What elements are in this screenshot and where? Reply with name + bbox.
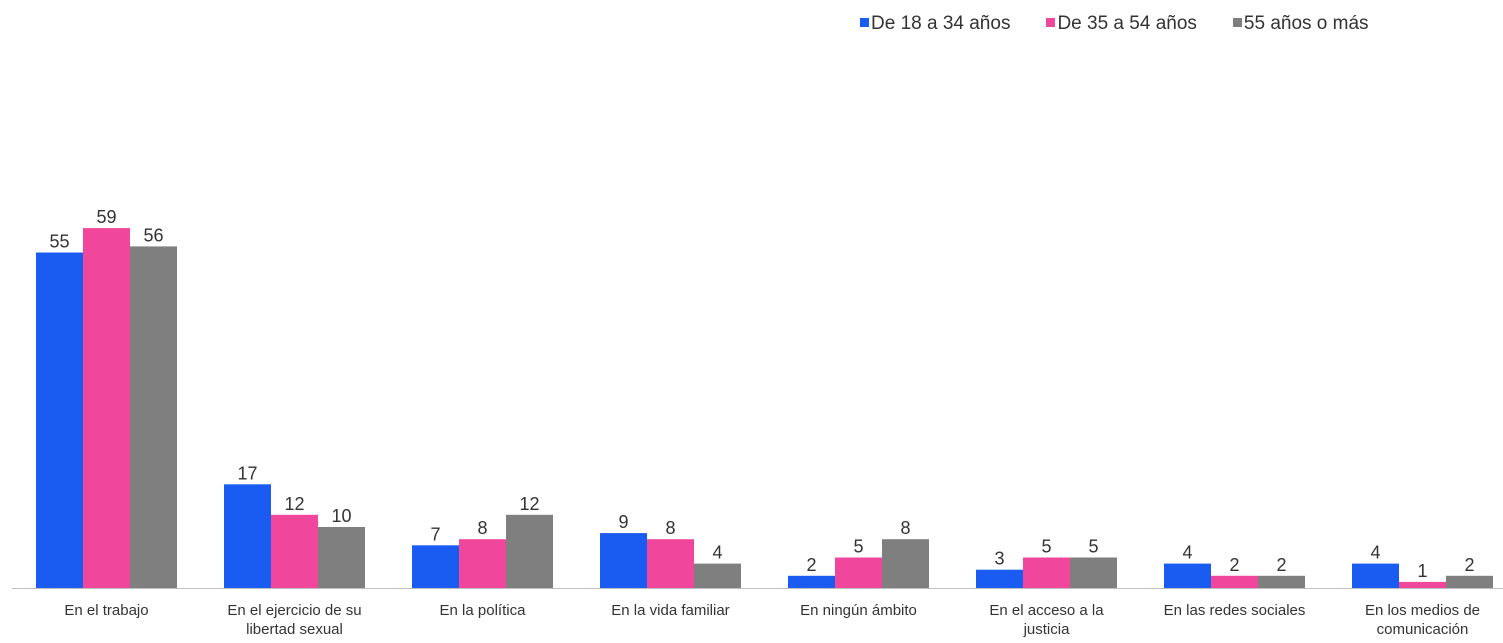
bar-4-series-3 — [694, 563, 741, 588]
bar-7-series-3 — [1258, 575, 1305, 588]
bar-7-series-2 — [1211, 575, 1258, 588]
data-label-1-series-2: 59 — [96, 207, 116, 227]
data-label-3-series-2: 8 — [477, 518, 487, 538]
bar-5-series-2 — [835, 557, 882, 588]
category-label-2-line-1: En el ejercicio de su — [227, 602, 361, 619]
bar-5-series-1 — [788, 575, 835, 588]
data-label-5-series-3: 8 — [900, 518, 910, 538]
bar-2-series-1 — [224, 484, 271, 588]
data-label-3-series-1: 7 — [430, 524, 440, 544]
legend-item-series-1: De 18 a 34 años — [860, 13, 1010, 34]
category-label-2-line-2: libertad sexual — [246, 621, 343, 638]
bar-1-series-3 — [130, 246, 177, 588]
chart-legend: De 18 a 34 años De 35 a 54 años 55 años o … — [860, 10, 1500, 38]
bar-7-series-1 — [1164, 563, 1211, 588]
data-label-3-series-3: 12 — [519, 494, 539, 514]
legend-swatch-series-2 — [1046, 18, 1056, 27]
bar-6-series-1 — [976, 569, 1023, 588]
bar-6-series-3 — [1070, 557, 1117, 588]
data-label-4-series-1: 9 — [618, 512, 628, 532]
category-label-6-line-1: En el acceso a la — [989, 602, 1104, 619]
data-label-2-series-1: 17 — [237, 463, 257, 483]
bar-3-series-3 — [506, 514, 553, 588]
legend-item-series-2: De 35 a 54 años — [1046, 13, 1197, 34]
legend-swatch-series-1 — [860, 18, 869, 27]
bar-8-series-2 — [1399, 581, 1446, 588]
category-label-8-line-2: comunicación — [1377, 621, 1469, 638]
data-label-1-series-1: 55 — [49, 232, 69, 252]
data-label-2-series-2: 12 — [284, 494, 304, 514]
category-label-8-line-1: En los medios de — [1365, 602, 1480, 619]
category-label-6-line-2: justicia — [1023, 621, 1071, 638]
category-label-1: En el trabajo — [64, 602, 148, 619]
data-label-7-series-2: 2 — [1229, 555, 1239, 575]
data-label-6-series-2: 5 — [1041, 537, 1051, 557]
data-label-7-series-1: 4 — [1182, 543, 1192, 563]
category-label-4: En la vida familiar — [611, 602, 729, 619]
data-label-5-series-1: 2 — [806, 555, 816, 575]
bar-6-series-2 — [1023, 557, 1070, 588]
legend-label-series-2: De 35 a 54 años — [1057, 13, 1197, 34]
legend-swatch-series-3 — [1232, 18, 1242, 27]
category-label-5: En ningún ámbito — [800, 602, 917, 619]
category-label-7: En las redes sociales — [1164, 602, 1306, 619]
bar-3-series-2 — [459, 539, 506, 588]
data-label-7-series-3: 2 — [1276, 555, 1286, 575]
bar-4-series-2 — [647, 539, 694, 588]
bar-1-series-2 — [83, 228, 130, 588]
legend-label-series-1: De 18 a 34 años — [871, 13, 1011, 34]
data-label-8-series-1: 4 — [1370, 543, 1380, 563]
data-label-8-series-3: 2 — [1464, 555, 1474, 575]
data-label-6-series-3: 5 — [1088, 537, 1098, 557]
bar-8-series-3 — [1446, 575, 1493, 588]
bar-3-series-1 — [412, 545, 459, 588]
data-label-8-series-2: 1 — [1417, 561, 1427, 581]
bar-5-series-3 — [882, 539, 929, 588]
category-label-3: En la política — [440, 602, 527, 619]
bar-2-series-3 — [318, 527, 365, 588]
legend-item-series-3: 55 años o más — [1232, 13, 1369, 34]
bar-8-series-1 — [1352, 563, 1399, 588]
data-label-2-series-3: 10 — [331, 506, 351, 526]
bar-4-series-1 — [600, 533, 647, 588]
data-label-1-series-3: 56 — [143, 225, 163, 245]
bar-1-series-1 — [36, 252, 83, 588]
data-label-4-series-3: 4 — [712, 543, 722, 563]
data-label-5-series-2: 5 — [853, 537, 863, 557]
bar-2-series-2 — [271, 514, 318, 588]
legend-label-series-3: 55 años o más — [1243, 13, 1369, 34]
data-label-6-series-1: 3 — [994, 549, 1004, 569]
data-label-4-series-2: 8 — [665, 518, 675, 538]
